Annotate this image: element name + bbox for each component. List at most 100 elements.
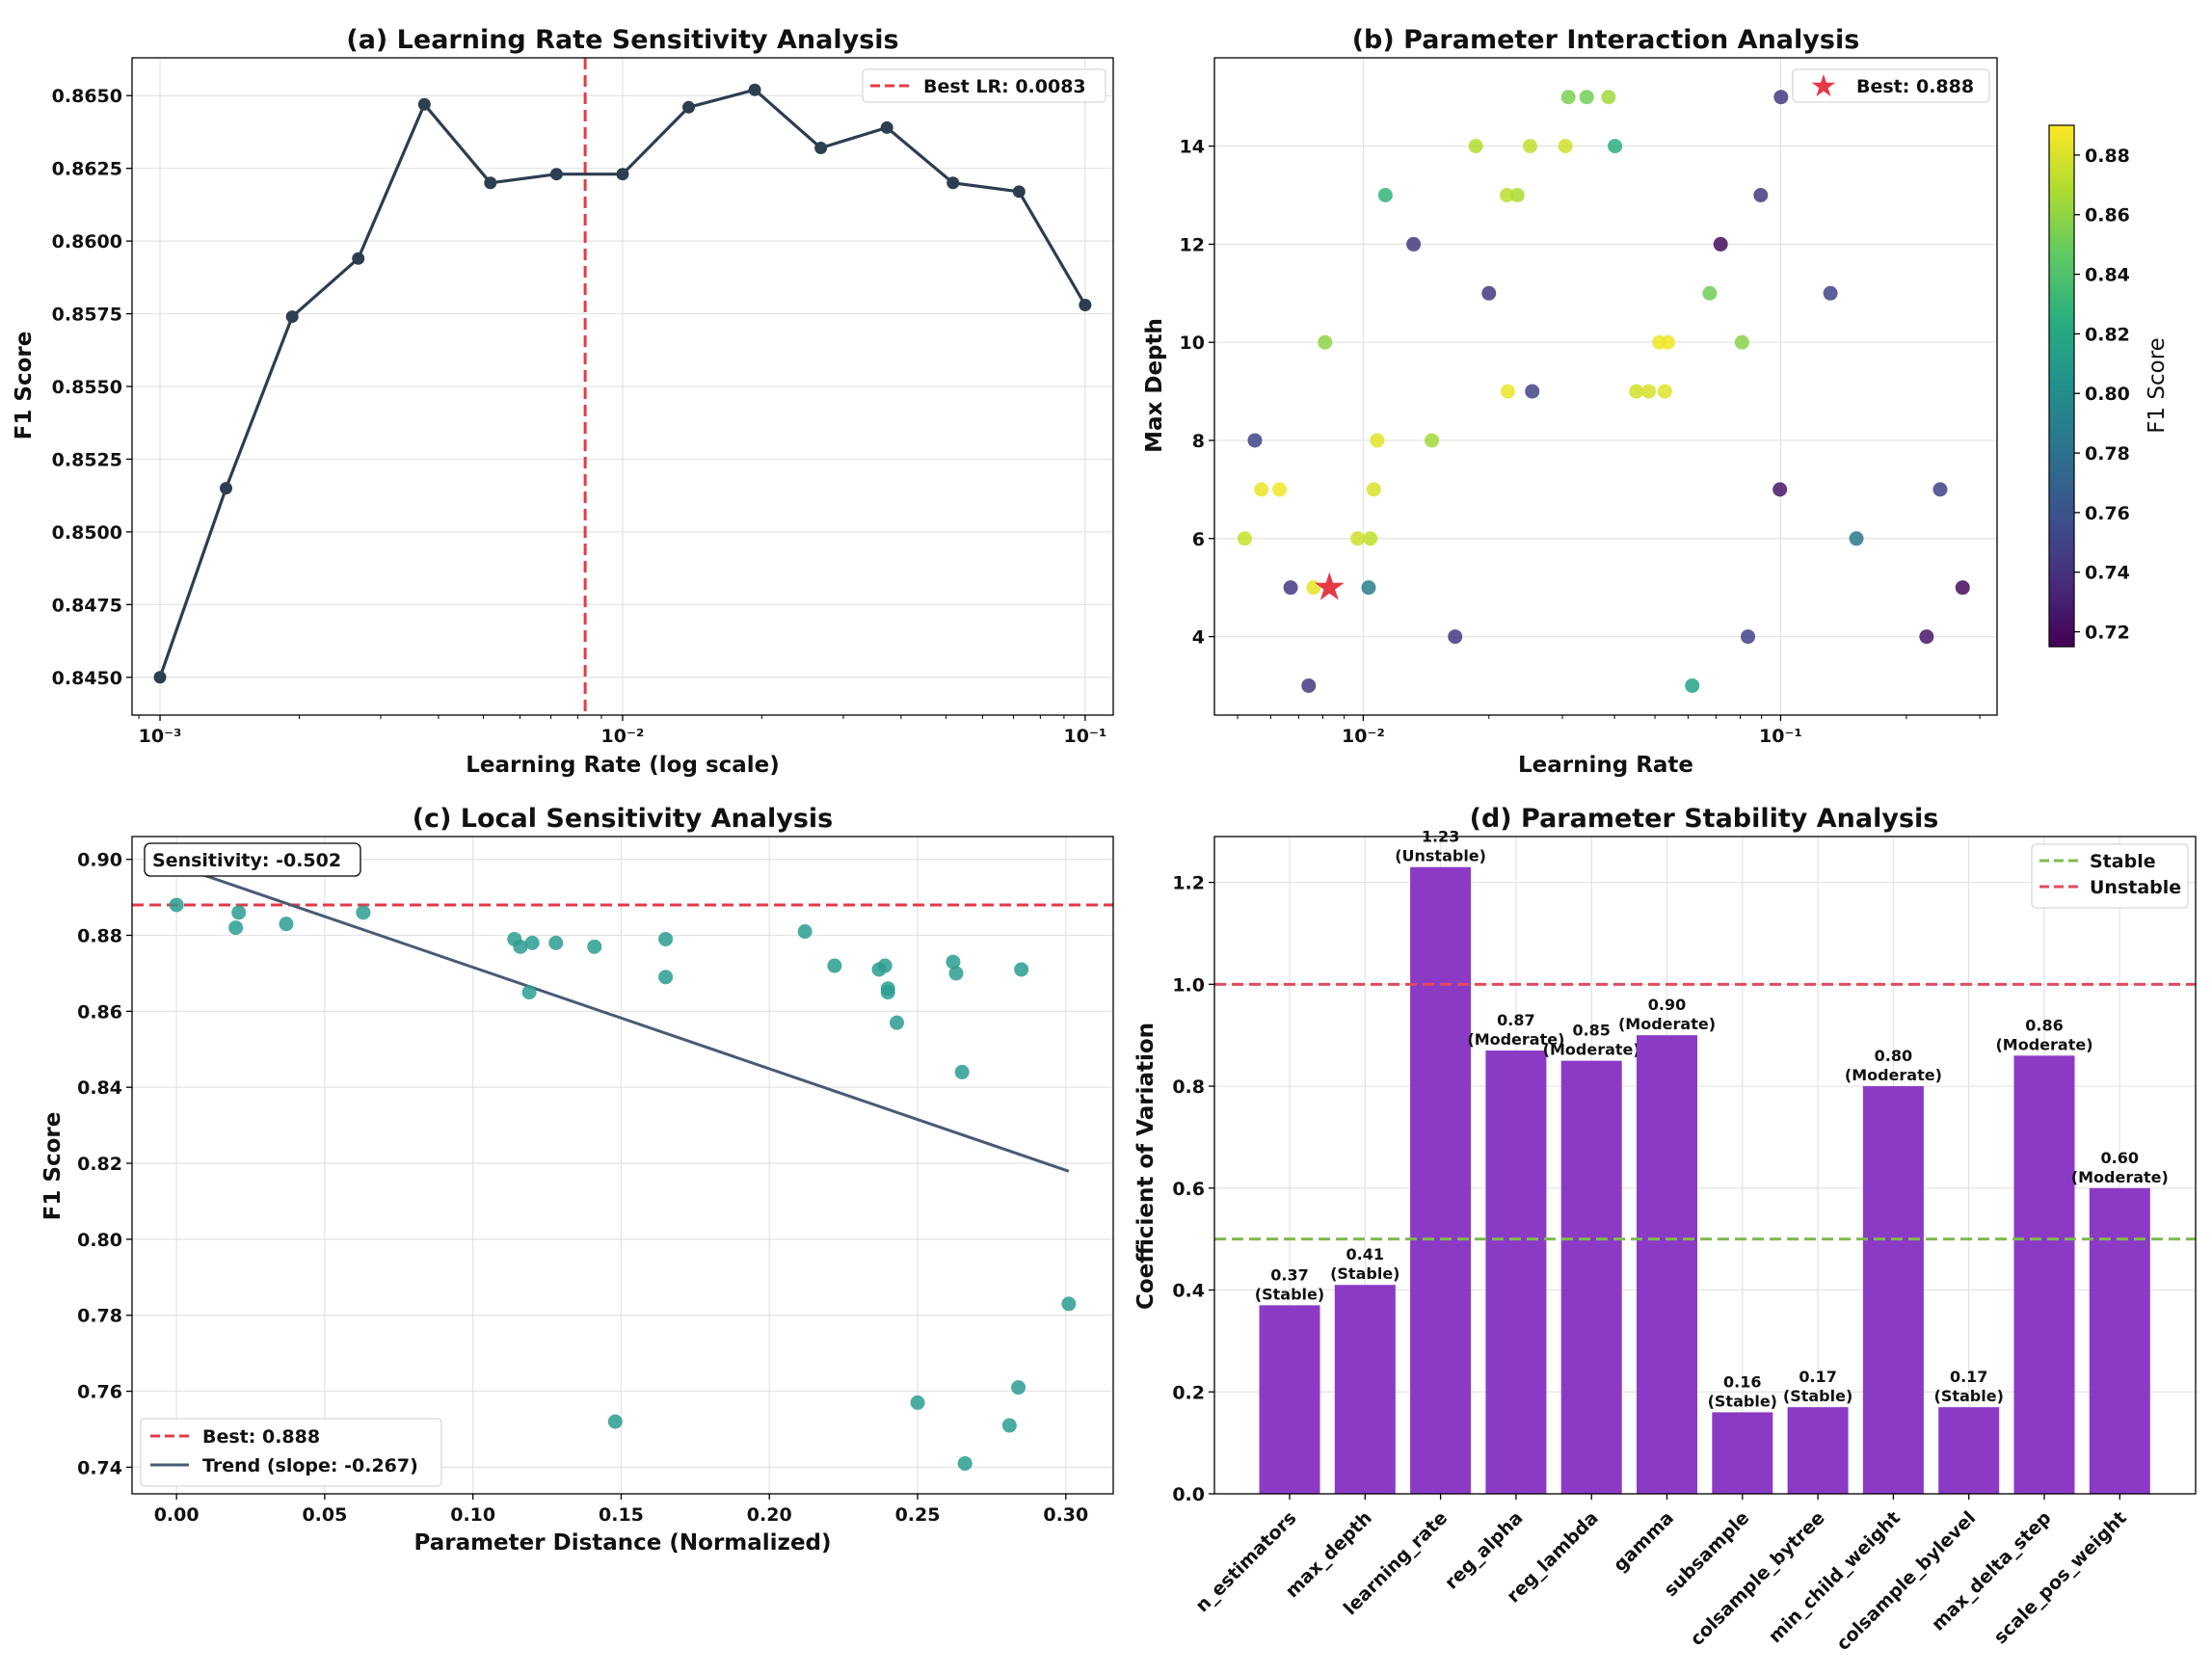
y-tick-label: 0.84 bbox=[77, 1077, 122, 1099]
panel-c-points bbox=[169, 897, 1077, 1471]
colorbar-tick-label: 0.86 bbox=[2085, 205, 2130, 226]
scatter-point bbox=[1500, 188, 1515, 203]
scatter-point bbox=[356, 905, 371, 920]
scatter-point bbox=[957, 1455, 973, 1471]
bar-status-label: (Moderate) bbox=[1618, 1015, 1716, 1033]
panel-c-ticks: 0.74 0.76 0.78 0.80 0.82 0.84 0.86 0.88 0.90 0.00… bbox=[77, 850, 1088, 1526]
bar-status-label: (Stable) bbox=[1783, 1387, 1852, 1405]
scatter-point bbox=[1823, 285, 1838, 301]
scatter-point bbox=[1657, 384, 1672, 399]
scatter-point bbox=[797, 924, 813, 940]
bar-status-label: (Unstable) bbox=[1395, 847, 1486, 865]
scatter-point bbox=[1509, 188, 1525, 203]
y-tick-label: 0.78 bbox=[77, 1306, 122, 1327]
f1-point bbox=[946, 176, 960, 190]
colorbar-tick-label: 0.78 bbox=[2085, 443, 2130, 465]
bar-status-label: (Stable) bbox=[1934, 1387, 2004, 1405]
scatter-point bbox=[1377, 188, 1393, 203]
scatter-point bbox=[880, 985, 895, 1000]
panel-b-xlabel: Learning Rate bbox=[1518, 753, 1693, 778]
trend-line bbox=[175, 864, 1070, 1173]
y-tick-label: 12 bbox=[1180, 234, 1205, 255]
scatter-point bbox=[954, 1064, 970, 1079]
colorbar-label: F1 Score bbox=[2145, 337, 2170, 434]
f1-point bbox=[220, 482, 233, 495]
x-tick-label: 10⁻² bbox=[601, 726, 645, 747]
bar-max_delta_step bbox=[2013, 1055, 2075, 1494]
scatter-point bbox=[1011, 1380, 1026, 1396]
y-tick-label: 0.86 bbox=[77, 1001, 122, 1023]
legend-stable-label: Stable bbox=[2090, 851, 2156, 872]
bar-scale_pos_weight bbox=[2089, 1187, 2150, 1494]
scatter-point bbox=[948, 966, 964, 981]
scatter-point bbox=[1448, 629, 1463, 645]
scatter-point bbox=[1608, 139, 1623, 154]
x-tick-label: 0.15 bbox=[599, 1504, 644, 1526]
panel-c-local-sensitivity: (c) Local Sensitivity Analysis Parameter… bbox=[40, 804, 1114, 1555]
bar-value-label: 0.17 bbox=[1950, 1368, 1987, 1386]
scatter-point bbox=[877, 958, 893, 973]
scatter-point bbox=[1685, 678, 1700, 693]
scatter-point bbox=[1702, 285, 1718, 301]
x-tick-label: 0.05 bbox=[302, 1504, 347, 1526]
bar-status-label: (Moderate) bbox=[1543, 1041, 1640, 1059]
bar-reg_alpha bbox=[1485, 1050, 1547, 1494]
panel-b-ticks: 4 6 8 10 12 14 10⁻² 10⁻¹ bbox=[1180, 137, 1981, 747]
bar-value-label: 0.17 bbox=[1799, 1368, 1836, 1386]
scatter-point bbox=[521, 985, 537, 1000]
x-tick-label: 10⁻¹ bbox=[1759, 726, 1802, 747]
panel-d-legend: Stable Unstable bbox=[2031, 843, 2189, 909]
bar-n_estimators bbox=[1259, 1305, 1320, 1494]
scatter-point bbox=[1370, 433, 1385, 448]
panel-a-xlabel: Learning Rate (log scale) bbox=[466, 753, 780, 778]
x-tick-label: 0.10 bbox=[450, 1504, 495, 1526]
panel-d-parameter-stability: (d) Parameter Stability Analysis Coeffic… bbox=[1133, 804, 2197, 1655]
f1-point bbox=[484, 176, 497, 190]
y-tick-label: 0.8575 bbox=[52, 305, 122, 326]
bar-min_child_weight bbox=[1862, 1086, 1924, 1494]
legend-best-star-icon: ★ bbox=[1810, 67, 1838, 104]
scatter-point bbox=[1237, 531, 1252, 546]
x-tick-label: 10⁻³ bbox=[139, 726, 182, 747]
scatter-point bbox=[1713, 236, 1728, 252]
f1-point bbox=[1012, 185, 1026, 199]
scatter-point bbox=[1247, 433, 1263, 448]
scatter-point bbox=[1500, 384, 1515, 399]
f1-point bbox=[814, 142, 828, 155]
panel-c-xlabel: Parameter Distance (Normalized) bbox=[413, 1530, 831, 1555]
scatter-point bbox=[524, 935, 540, 950]
f1-point bbox=[352, 252, 365, 265]
scatter-point bbox=[587, 939, 602, 954]
scatter-point bbox=[1525, 384, 1540, 399]
panel-a-legend: Best LR: 0.0083 bbox=[862, 68, 1106, 103]
scatter-point bbox=[1481, 285, 1497, 301]
y-tick-label: 0.6 bbox=[1172, 1179, 1205, 1200]
panel-d-frame bbox=[1213, 836, 2197, 1495]
f1-point bbox=[880, 120, 893, 134]
f1-point bbox=[682, 100, 696, 114]
scatter-point bbox=[1425, 433, 1440, 448]
scatter-point bbox=[231, 905, 247, 920]
colorbar-tick-label: 0.82 bbox=[2085, 324, 2130, 345]
scatter-point bbox=[910, 1395, 925, 1410]
panel-d-title: (d) Parameter Stability Analysis bbox=[1470, 804, 1939, 834]
scatter-point bbox=[169, 897, 184, 913]
panel-c-legend: Best: 0.888 Trend (slope: -0.267) bbox=[140, 1418, 442, 1487]
colorbar-tick-label: 0.74 bbox=[2085, 563, 2130, 584]
panel-b-frame bbox=[1213, 57, 1998, 716]
f1-point bbox=[748, 83, 761, 96]
bar-colsample_bytree bbox=[1787, 1407, 1849, 1494]
f1-point bbox=[417, 97, 431, 111]
best-star-marker: ★ bbox=[1312, 566, 1346, 610]
colorbar-ticks: 0.72 0.74 0.76 0.78 0.80 0.82 0.84 0.86 0.88 bbox=[2074, 146, 2130, 644]
sensitivity-annotation: Sensitivity: -0.502 bbox=[152, 850, 341, 871]
scatter-point bbox=[279, 917, 294, 932]
colorbar-tick-label: 0.88 bbox=[2085, 146, 2130, 167]
panel-a-ticks: 0.8450 0.8475 0.8500 0.8525 0.8550 0.8575 0.86… bbox=[52, 86, 1107, 747]
scatter-point bbox=[1772, 482, 1788, 497]
y-tick-label: 0.74 bbox=[77, 1457, 122, 1478]
scatter-point bbox=[1753, 188, 1769, 203]
scatter-point bbox=[1601, 90, 1616, 105]
bar-value-label: 0.80 bbox=[1875, 1047, 1912, 1065]
scatter-point bbox=[1629, 384, 1644, 399]
